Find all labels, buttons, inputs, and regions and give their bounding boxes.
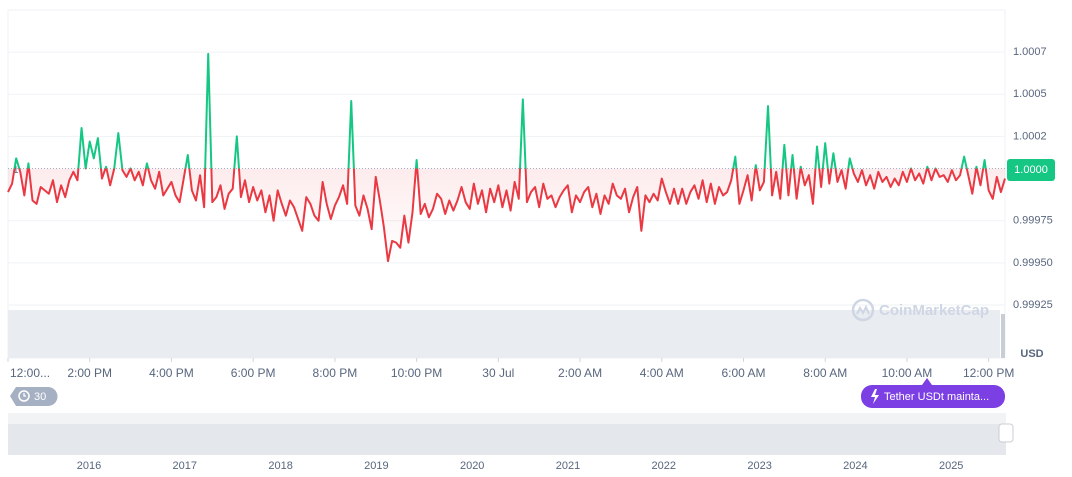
y-tick-label: 1.0007	[1013, 46, 1047, 58]
x-tick-label: 2:00 AM	[558, 366, 602, 380]
x-tick-label: 10:00 AM	[882, 366, 933, 380]
interval-label: 30	[34, 391, 46, 403]
volume-end	[1001, 314, 1005, 358]
navigator-year: 2024	[843, 460, 867, 472]
y-tick-label: 0.99950	[1013, 257, 1053, 269]
area-fill	[8, 168, 1005, 262]
navigator-year: 2022	[652, 460, 676, 472]
price-line-down	[7, 168, 1006, 263]
x-tick-label: 12:00...	[10, 366, 50, 380]
x-tick-label: 4:00 PM	[149, 366, 194, 380]
baseline-label: 1	[13, 165, 19, 176]
x-tick-label: 6:00 PM	[231, 366, 276, 380]
watermark: CoinMarketCap	[851, 298, 989, 322]
y-tick-label: 0.99925	[1013, 299, 1053, 311]
navigator-year: 2023	[747, 460, 771, 472]
x-tick-label: 8:00 PM	[313, 366, 358, 380]
x-tick-label: 8:00 AM	[803, 366, 847, 380]
x-tick-label: 10:00 PM	[391, 366, 442, 380]
watermark-text: CoinMarketCap	[879, 302, 989, 319]
navigator-year: 2020	[460, 460, 484, 472]
x-tick-label: 6:00 AM	[721, 366, 765, 380]
y-tick-label: 1.0002	[1013, 130, 1047, 142]
navigator-year: 2019	[364, 460, 388, 472]
x-tick-label: 4:00 AM	[640, 366, 684, 380]
navigator-year: 2016	[77, 460, 101, 472]
navigator-series	[8, 424, 1006, 455]
y-tick-label: 1.0005	[1013, 88, 1047, 100]
volume-band	[8, 310, 1000, 358]
navigator-year: 2017	[173, 460, 197, 472]
x-tick-label: 12:00 PM	[963, 366, 1014, 380]
price-line-up	[13, 52, 987, 169]
y-tick-label: 0.99975	[1013, 215, 1053, 227]
navigator-year: 2025	[939, 460, 963, 472]
currency: USD	[1020, 348, 1043, 360]
price-label: 1.0000	[1014, 164, 1048, 176]
x-tick-label: 30 Jul	[482, 366, 514, 380]
price-badge	[1007, 159, 1055, 181]
x-tick-label: 2:00 PM	[67, 366, 112, 380]
interval-badge[interactable]: 30	[10, 387, 58, 406]
event-badge[interactable]: Tether USDt mainta...	[861, 378, 1005, 408]
event-label: Tether USDt mainta...	[884, 391, 989, 403]
navigator-year: 2018	[268, 460, 292, 472]
navigator-handle[interactable]	[998, 423, 1014, 443]
navigator-year: 2021	[556, 460, 580, 472]
